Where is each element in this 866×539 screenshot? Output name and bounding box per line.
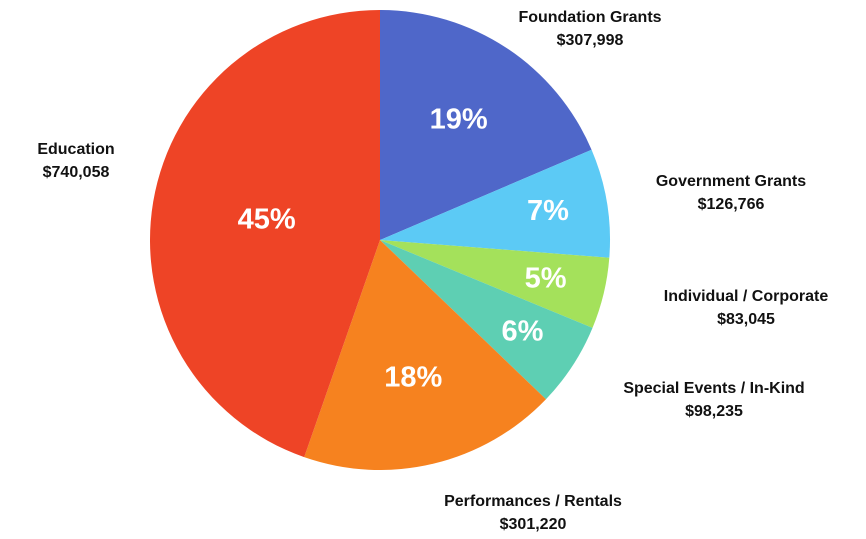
value-label: $126,766 [698, 196, 765, 213]
category-label: Government Grants [656, 173, 806, 190]
value-label: $98,235 [685, 403, 743, 420]
value-label: $740,058 [43, 164, 110, 181]
percent-label: 5% [525, 262, 567, 294]
percent-label: 18% [384, 361, 442, 393]
percent-label: 19% [430, 104, 488, 136]
pie-slice [380, 149, 610, 258]
pie-slice [150, 10, 380, 458]
category-label: Performances / Rentals [444, 493, 622, 510]
pie-slice [380, 240, 610, 328]
value-label: $307,998 [557, 32, 624, 49]
value-label: $83,045 [717, 311, 775, 328]
pie-slice [380, 10, 592, 240]
category-label: Education [37, 141, 114, 158]
percent-label: 6% [502, 316, 544, 348]
category-label: Individual / Corporate [664, 288, 829, 305]
pie-slice [380, 240, 593, 400]
category-label: Foundation Grants [518, 9, 661, 26]
category-label: Special Events / In-Kind [623, 380, 804, 397]
percent-label: 45% [238, 203, 296, 235]
percent-label: 7% [527, 195, 569, 227]
pie-slice [304, 240, 546, 471]
value-label: $301,220 [500, 516, 567, 533]
